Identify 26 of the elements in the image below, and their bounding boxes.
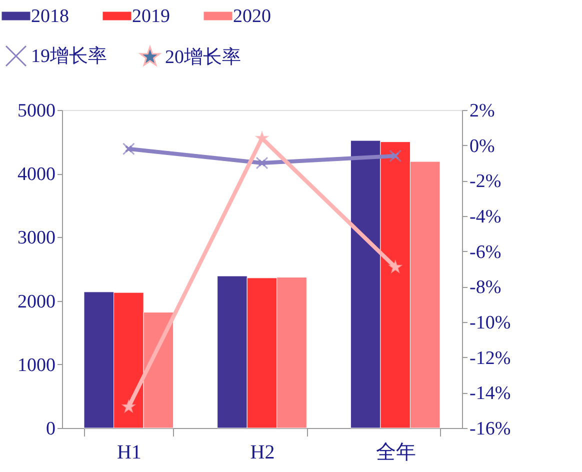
point (122, 142, 135, 156)
y-tick-label: 4000 (18, 164, 56, 186)
y-tick-label: 3000 (18, 228, 56, 249)
y2-tick-label: -12% (470, 348, 511, 369)
x-tick-label: 全年 (376, 442, 416, 464)
y2-tick-label: -6% (470, 242, 502, 263)
legend-label: 2018 (31, 6, 69, 27)
point (389, 150, 402, 162)
y2-tick-label: -16% (470, 418, 511, 440)
y2-tick-label: -10% (470, 312, 511, 334)
x-tick-label: H2 (250, 442, 275, 464)
y-tick-label: 1000 (18, 354, 56, 376)
legend-label: 19增长率 (31, 45, 107, 67)
y2-tick-label: -14% (470, 383, 511, 404)
y2-tick-label: 2% (470, 100, 495, 122)
y-tick-label: 5000 (18, 100, 56, 122)
y2-tick-label: -2% (470, 171, 502, 192)
y-tick-label: 0 (46, 418, 56, 440)
legend-label: 2020 (233, 6, 271, 27)
legend-label: 2019 (132, 6, 170, 27)
x-tick-label: H1 (116, 442, 142, 464)
y2-tick-label: -8% (470, 277, 502, 298)
legend-label: 20增长率 (165, 46, 241, 68)
y2-tick-label: 0% (470, 136, 495, 157)
y-tick-label: 2000 (18, 291, 56, 312)
y2-tick-label: -4% (470, 206, 502, 228)
